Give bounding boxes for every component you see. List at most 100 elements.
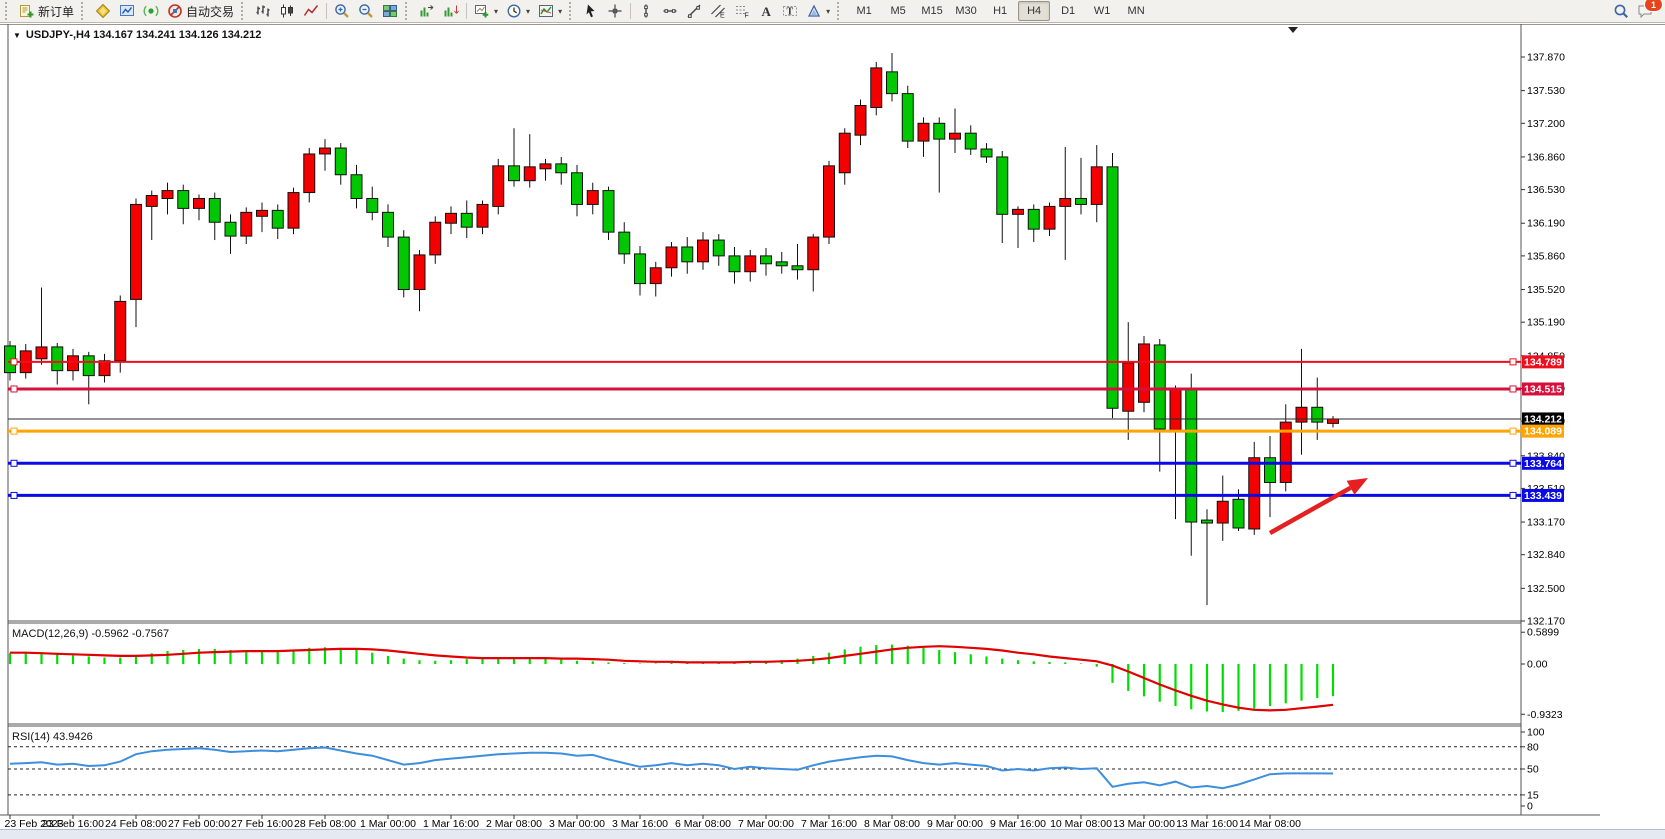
chat-button[interactable]: 1 — [1633, 0, 1663, 22]
candles — [4, 53, 1339, 606]
price-badge-133.439: 133.439 — [1524, 490, 1562, 502]
hline-134.515[interactable]: 134.515 — [8, 382, 1564, 396]
macd-axis: 0.5899 0.00 -0.9323 — [1521, 627, 1563, 721]
svg-text:136.530: 136.530 — [1527, 184, 1565, 196]
hline-133.439[interactable]: 133.439 — [8, 488, 1564, 502]
rsi-axis: 100 80 50 150 — [1521, 727, 1545, 813]
indicators-button[interactable] — [415, 0, 439, 22]
svg-text:15: 15 — [1527, 789, 1539, 801]
horizontal-line-button[interactable] — [658, 0, 682, 22]
rsi-line — [9, 746, 1334, 790]
indicator-windows-icon — [444, 5, 459, 17]
search-button[interactable] — [1609, 0, 1633, 22]
svg-text:23 Feb 2023: 23 Feb 2023 — [5, 818, 64, 830]
indicator-windows-button[interactable] — [439, 0, 463, 22]
timeframe-m5-button[interactable]: M5 — [890, 5, 906, 17]
price-axis: 137.870 137.530 137.200 136.860 136.530 136.1… — [1521, 52, 1565, 627]
timeframe-m1-button[interactable]: M1 — [856, 5, 872, 17]
collapse-triangle-icon[interactable]: ▼ — [13, 30, 21, 40]
timeframe-mn-button[interactable]: MN — [1127, 5, 1145, 17]
new-order-button[interactable]: 新订单 — [15, 0, 78, 22]
timeframe-h1-button[interactable]: H1 — [993, 5, 1008, 17]
autotrading-button[interactable]: 自动交易 — [163, 0, 238, 22]
profile-icon — [95, 3, 111, 19]
toolbar-grip — [241, 2, 248, 20]
clock-icon — [507, 4, 521, 18]
zoom-in-icon — [335, 4, 349, 18]
vline-icon — [644, 4, 648, 18]
svg-text:135.860: 135.860 — [1527, 250, 1565, 262]
text-button[interactable]: A — [754, 0, 778, 22]
channel-icon: E — [711, 4, 725, 19]
timeframe-h4-button[interactable]: H4 — [1018, 1, 1051, 21]
arrows-button[interactable]: ▾ — [802, 0, 834, 22]
line-chart-icon — [303, 5, 319, 16]
toolbar-grip — [5, 2, 12, 20]
cursor-button[interactable] — [579, 0, 603, 22]
vertical-line-button[interactable] — [634, 0, 658, 22]
hline-134.089[interactable]: 134.089 — [8, 424, 1564, 438]
timeframe-d1-button[interactable]: D1 — [1061, 5, 1076, 17]
macd-indicator-label: MACD(12,26,9) -0.5962 -0.7567 — [12, 628, 170, 640]
svg-text:F: F — [745, 13, 749, 20]
channel-button[interactable]: E — [706, 0, 730, 22]
fibonacci-icon: F — [736, 6, 749, 20]
new-chart-icon — [475, 5, 489, 18]
status-bar — [0, 829, 1665, 839]
chevron-down-icon: ▾ — [494, 6, 499, 16]
timeframe-m30-button[interactable]: M30 — [955, 5, 977, 17]
svg-text:100: 100 — [1527, 727, 1545, 739]
autotrading-button-label: 自动交易 — [186, 4, 235, 19]
svg-text:136.190: 136.190 — [1527, 218, 1565, 230]
macd-signal-line — [10, 645, 1334, 712]
templates-button[interactable]: ▾ — [534, 0, 566, 22]
zoom-in-button[interactable] — [330, 0, 354, 22]
indicators-icon — [420, 5, 434, 17]
svg-text:9 Mar 16:00: 9 Mar 16:00 — [990, 818, 1046, 830]
profile-button[interactable] — [91, 0, 115, 22]
signals-button[interactable] — [139, 0, 163, 22]
svg-text:13 Mar 16:00: 13 Mar 16:00 — [1176, 818, 1238, 830]
chevron-down-icon: ▾ — [558, 6, 563, 16]
trend-arrow-annotation[interactable] — [1268, 478, 1368, 535]
price-badge-133.764: 133.764 — [1524, 458, 1562, 470]
candlestick-chart-button[interactable] — [275, 0, 299, 22]
chevron-down-icon: ▾ — [526, 6, 531, 16]
svg-text:1 Mar 16:00: 1 Mar 16:00 — [423, 818, 479, 830]
svg-text:136.860: 136.860 — [1527, 151, 1565, 163]
toolbar-grip — [405, 2, 412, 20]
svg-text:135.520: 135.520 — [1527, 284, 1565, 296]
price-badge-134.789: 134.789 — [1524, 356, 1562, 368]
line-chart-button[interactable] — [299, 0, 323, 22]
chevron-down-icon: ▾ — [826, 6, 831, 16]
chart-shift-marker[interactable] — [1288, 27, 1298, 33]
tile-windows-button[interactable] — [378, 0, 402, 22]
hline-134.789[interactable]: 134.789 — [8, 355, 1564, 369]
macd-histogram — [8, 644, 1335, 712]
svg-text:137.870: 137.870 — [1527, 52, 1565, 64]
timeframe-m15-button[interactable]: M15 — [921, 5, 943, 17]
toolbar-separator — [630, 3, 632, 19]
hline-134.212[interactable]: 134.212 — [8, 412, 1564, 426]
toolbar-grip — [569, 2, 576, 20]
trendline-icon — [687, 4, 701, 18]
crosshair-button[interactable] — [603, 0, 627, 22]
timeframe-w1-button[interactable]: W1 — [1093, 5, 1111, 17]
fibonacci-button[interactable]: F — [730, 0, 754, 22]
text-label-button[interactable]: T — [778, 0, 802, 22]
search-icon — [1614, 4, 1628, 18]
market-watch-button[interactable] — [115, 0, 139, 22]
svg-text:0.00: 0.00 — [1527, 659, 1548, 671]
svg-text:50: 50 — [1527, 764, 1539, 776]
zoom-out-button[interactable] — [354, 0, 378, 22]
price-badge-134.089: 134.089 — [1524, 426, 1562, 438]
new-chart-button[interactable]: ▾ — [470, 0, 502, 22]
trendline-button[interactable] — [682, 0, 706, 22]
toolbar: 新订单 自动交易 ▾ ▾ ▾ E F A T ▾ M1 M5 M15 M30 H1 H4 D1 W1 MN 1 — [0, 0, 1665, 23]
periods-button[interactable]: ▾ — [502, 0, 534, 22]
svg-text:28 Feb 08:00: 28 Feb 08:00 — [294, 818, 356, 830]
bar-chart-icon — [256, 5, 270, 17]
bar-chart-button[interactable] — [251, 0, 275, 22]
hline-133.764[interactable]: 133.764 — [8, 456, 1564, 470]
